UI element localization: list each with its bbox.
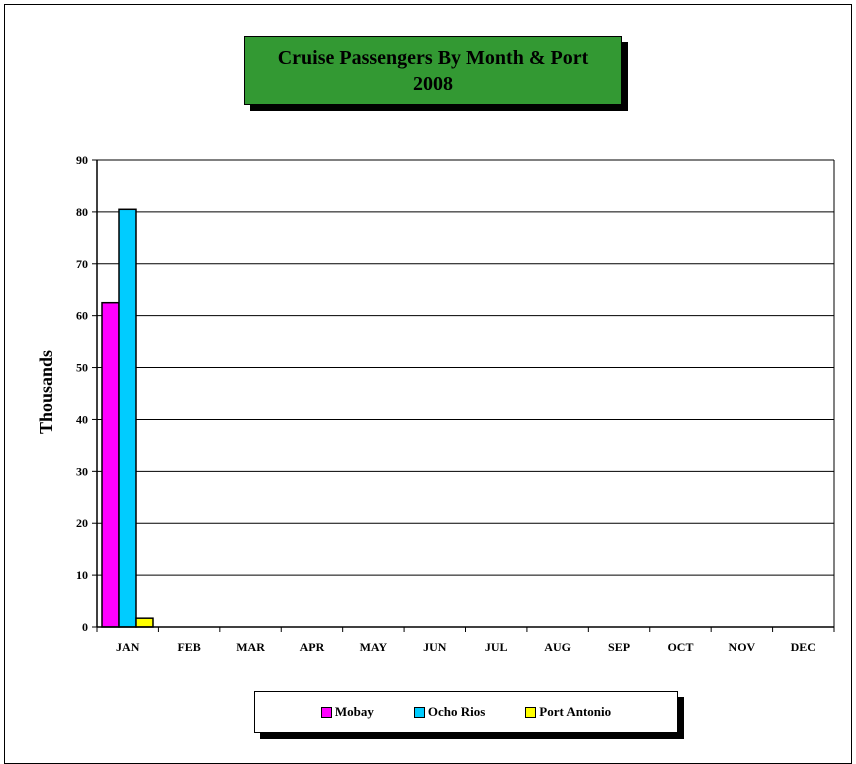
bar-port-antonio-jan — [135, 617, 154, 628]
legend-item: Mobay — [320, 704, 374, 720]
chart-plot: 0 10 20 30 40 50 60 70 80 90 JAN FEB MAR APR MAY JUN JUL… — [36, 153, 835, 654]
legend-swatch — [525, 706, 537, 718]
x-tick-label: MAY — [360, 640, 388, 654]
chart-frame — [4, 4, 852, 764]
axes — [92, 159, 835, 632]
x-tick-label: SEP — [608, 640, 630, 654]
y-tick-label: 30 — [76, 464, 88, 478]
x-tick-label: NOV — [729, 640, 756, 654]
x-tick-label: FEB — [177, 640, 200, 654]
y-tick-label: 40 — [76, 412, 88, 426]
x-tick-label: JUL — [485, 640, 508, 654]
x-tick-label: JAN — [116, 640, 140, 654]
y-tick-label: 70 — [76, 257, 88, 271]
legend-item: Port Antonio — [525, 704, 611, 720]
y-axis-title: Thousands — [36, 350, 56, 434]
y-tick-label: 10 — [76, 568, 88, 582]
legend-label: Ocho Rios — [427, 704, 486, 719]
x-tick-label: MAR — [236, 640, 265, 654]
y-tick-label: 50 — [76, 361, 88, 375]
chart-title-box: Cruise Passengers By Month & Port 2008 — [244, 36, 622, 105]
bars — [101, 208, 154, 628]
x-tick-label: OCT — [667, 640, 693, 654]
x-tick-label: JUN — [423, 640, 447, 654]
y-tick-label: 80 — [76, 205, 88, 219]
legend-label: Mobay — [334, 704, 374, 719]
y-tick-label: 20 — [76, 516, 88, 530]
x-tick-label: DEC — [791, 640, 816, 654]
legend-swatch — [320, 706, 332, 718]
y-tick-label: 60 — [76, 309, 88, 323]
y-tick-label: 0 — [82, 620, 88, 634]
gridlines — [97, 159, 834, 576]
chart-subtitle: 2008 — [413, 72, 453, 95]
x-tick-label: AUG — [544, 640, 571, 654]
legend-item: Ocho Rios — [413, 704, 486, 720]
legend: Mobay Ocho Rios Port Antonio — [254, 691, 678, 733]
y-tick-label: 90 — [76, 153, 88, 167]
bar-ocho-rios-jan — [118, 208, 137, 628]
legend-swatch — [413, 706, 425, 718]
x-tick-label: APR — [300, 640, 325, 654]
legend-label: Port Antonio — [539, 704, 612, 719]
chart-title: Cruise Passengers By Month & Port — [277, 46, 589, 69]
bar-mobay-jan — [101, 301, 120, 628]
tick-labels: 0 10 20 30 40 50 60 70 80 90 JAN FEB MAR APR MAY JUN JUL… — [76, 153, 816, 654]
